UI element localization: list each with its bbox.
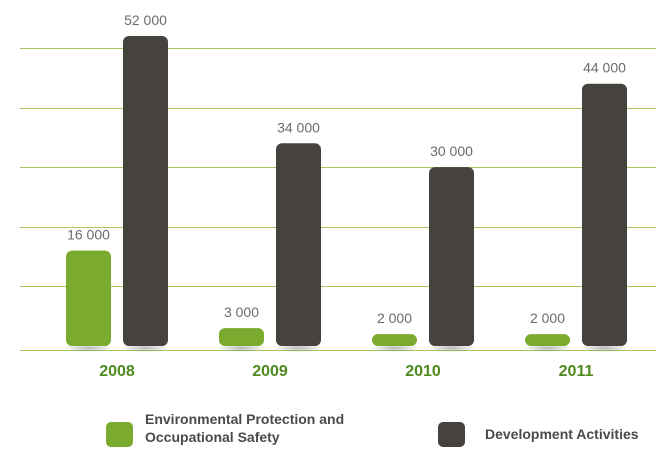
legend-label-environmental-protection: Environmental Protection and Occupationa… <box>145 411 345 445</box>
data-label: 52 000 <box>124 12 167 28</box>
bar-development-2009 <box>276 143 321 346</box>
legend-label-development-activities: Development Activities <box>485 426 639 442</box>
bar-development-2008 <box>123 36 168 346</box>
category-labels: 2008 2009 2010 2011 <box>99 363 593 380</box>
category-label-2008: 2008 <box>99 363 135 380</box>
bar-development-2010 <box>429 167 474 346</box>
bar-environmental-2009 <box>219 328 264 346</box>
legend-swatch-environmental-protection <box>106 421 133 447</box>
data-label: 44 000 <box>583 60 626 76</box>
category-label-2011: 2011 <box>559 363 594 380</box>
bar-development-2011 <box>582 83 627 346</box>
bars <box>64 36 629 352</box>
legend-item-environmental-protection: Environmental Protection and Occupationa… <box>106 411 390 454</box>
data-label: 16 000 <box>67 227 110 243</box>
data-label: 3 000 <box>224 304 259 320</box>
data-label: 2 000 <box>530 310 565 326</box>
data-label: 34 000 <box>277 119 320 135</box>
legend-swatch-development-activities <box>438 421 465 447</box>
category-label-2010: 2010 <box>405 363 441 380</box>
bar-environmental-2008 <box>66 250 111 346</box>
data-label: 2 000 <box>377 310 412 326</box>
legend-item-development-activities: Development Activities <box>438 414 639 454</box>
category-label-2009: 2009 <box>252 363 288 380</box>
bar-environmental-2010 <box>372 334 417 346</box>
gridlines <box>20 48 656 351</box>
bar-chart-plot: 16 000 52 000 3 000 34 000 2 000 30 000 2 000 4… <box>20 12 656 380</box>
data-label: 30 000 <box>430 143 473 159</box>
value-labels: 16 000 52 000 3 000 34 000 2 000 30 000 2 000 4… <box>67 12 626 326</box>
bar-environmental-2011 <box>525 334 570 346</box>
